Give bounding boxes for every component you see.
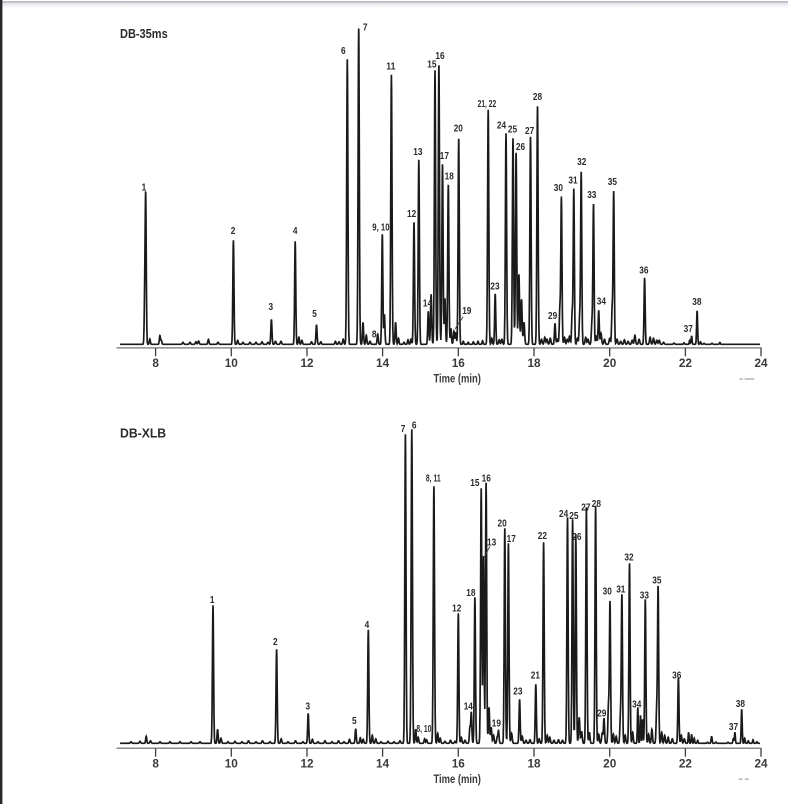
svg-text:15: 15 <box>470 478 480 489</box>
svg-text:6: 6 <box>341 46 346 57</box>
svg-text:24: 24 <box>754 357 768 370</box>
svg-text:27: 27 <box>581 503 591 514</box>
svg-text:26: 26 <box>516 142 526 153</box>
svg-text:21, 22: 21, 22 <box>478 99 497 110</box>
svg-text:12: 12 <box>407 209 417 220</box>
svg-text:22: 22 <box>679 758 693 771</box>
svg-text:37: 37 <box>684 324 694 335</box>
svg-text:17: 17 <box>440 151 450 162</box>
svg-text:2: 2 <box>231 226 236 237</box>
svg-text:1: 1 <box>142 183 147 194</box>
svg-text:DB-35ms: DB-35ms <box>120 26 168 41</box>
svg-text:38: 38 <box>736 699 746 710</box>
svg-text:Time (min): Time (min) <box>433 772 481 786</box>
svg-text:22: 22 <box>679 357 693 370</box>
svg-text:18: 18 <box>527 357 541 370</box>
svg-text:4: 4 <box>293 226 298 237</box>
svg-text:18: 18 <box>445 172 455 183</box>
svg-text:11: 11 <box>386 61 396 72</box>
svg-text:34: 34 <box>632 699 642 710</box>
svg-text:16: 16 <box>435 51 445 62</box>
svg-text:2: 2 <box>273 637 278 648</box>
svg-text:9, 10: 9, 10 <box>372 222 390 233</box>
svg-text:13: 13 <box>413 147 423 158</box>
svg-text:24: 24 <box>497 121 507 132</box>
svg-text:10: 10 <box>225 758 239 771</box>
svg-text:30: 30 <box>603 587 613 598</box>
svg-text:26: 26 <box>572 532 582 543</box>
svg-text:8, 11: 8, 11 <box>426 474 441 485</box>
svg-text:7: 7 <box>401 424 406 435</box>
svg-text:8: 8 <box>152 758 159 771</box>
svg-text:30: 30 <box>554 183 564 194</box>
svg-text:10: 10 <box>225 357 239 370</box>
svg-text:8: 8 <box>152 357 159 370</box>
svg-text:33: 33 <box>587 190 597 201</box>
svg-text:3: 3 <box>306 702 311 713</box>
svg-text:38: 38 <box>692 297 702 308</box>
svg-text:12: 12 <box>452 604 462 615</box>
svg-text:3: 3 <box>269 302 274 313</box>
svg-text:33: 33 <box>640 591 650 602</box>
svg-text:Time (min): Time (min) <box>433 372 481 386</box>
svg-text:28: 28 <box>533 92 543 103</box>
svg-text:20: 20 <box>603 357 617 370</box>
svg-text:21: 21 <box>531 670 541 681</box>
svg-text:7: 7 <box>363 23 368 34</box>
svg-text:31: 31 <box>568 176 578 187</box>
svg-text:8: 8 <box>372 329 377 340</box>
svg-text:5: 5 <box>352 716 357 727</box>
svg-text:24: 24 <box>559 509 569 520</box>
svg-text:25: 25 <box>569 511 579 522</box>
svg-text:13: 13 <box>487 537 497 548</box>
svg-text:14: 14 <box>376 758 390 771</box>
svg-text:DB-XLB: DB-XLB <box>120 426 166 441</box>
svg-text:17: 17 <box>507 534 517 545</box>
svg-text:19: 19 <box>492 718 502 729</box>
svg-text:36: 36 <box>639 266 649 277</box>
svg-text:20: 20 <box>454 124 464 135</box>
svg-text:23: 23 <box>513 687 523 698</box>
svg-text:18: 18 <box>466 588 476 599</box>
svg-text:12: 12 <box>300 758 314 771</box>
svg-text:35: 35 <box>608 177 618 188</box>
svg-text:34: 34 <box>597 297 607 308</box>
svg-text:14: 14 <box>464 701 474 712</box>
svg-text:6: 6 <box>412 420 417 431</box>
svg-text:29: 29 <box>597 709 607 720</box>
svg-text:25: 25 <box>508 124 518 135</box>
svg-text:16: 16 <box>482 474 492 485</box>
svg-text:14: 14 <box>376 357 390 370</box>
svg-text:28: 28 <box>592 499 602 510</box>
svg-text:29: 29 <box>548 311 558 322</box>
svg-text:19: 19 <box>462 306 472 317</box>
svg-text:32: 32 <box>624 552 634 563</box>
svg-text:16: 16 <box>452 357 466 370</box>
svg-text:24: 24 <box>754 758 768 771</box>
svg-text:16: 16 <box>452 758 466 771</box>
svg-text:8, 10: 8, 10 <box>416 724 431 735</box>
svg-text:36: 36 <box>672 671 682 682</box>
svg-text:18: 18 <box>527 758 541 771</box>
svg-text:1: 1 <box>210 595 215 606</box>
svg-text:20: 20 <box>498 518 508 529</box>
svg-text:37: 37 <box>729 722 739 733</box>
svg-text:14: 14 <box>423 299 433 310</box>
svg-text:20: 20 <box>603 758 617 771</box>
svg-text:31: 31 <box>616 585 626 596</box>
svg-text:27: 27 <box>525 126 535 137</box>
svg-text:23: 23 <box>490 282 500 293</box>
svg-text:22: 22 <box>538 531 548 542</box>
svg-text:35: 35 <box>652 576 662 587</box>
svg-text:4: 4 <box>365 620 370 631</box>
svg-text:12: 12 <box>300 357 314 370</box>
svg-text:15: 15 <box>427 60 437 71</box>
svg-text:5: 5 <box>312 309 317 320</box>
svg-text:32: 32 <box>577 157 587 168</box>
